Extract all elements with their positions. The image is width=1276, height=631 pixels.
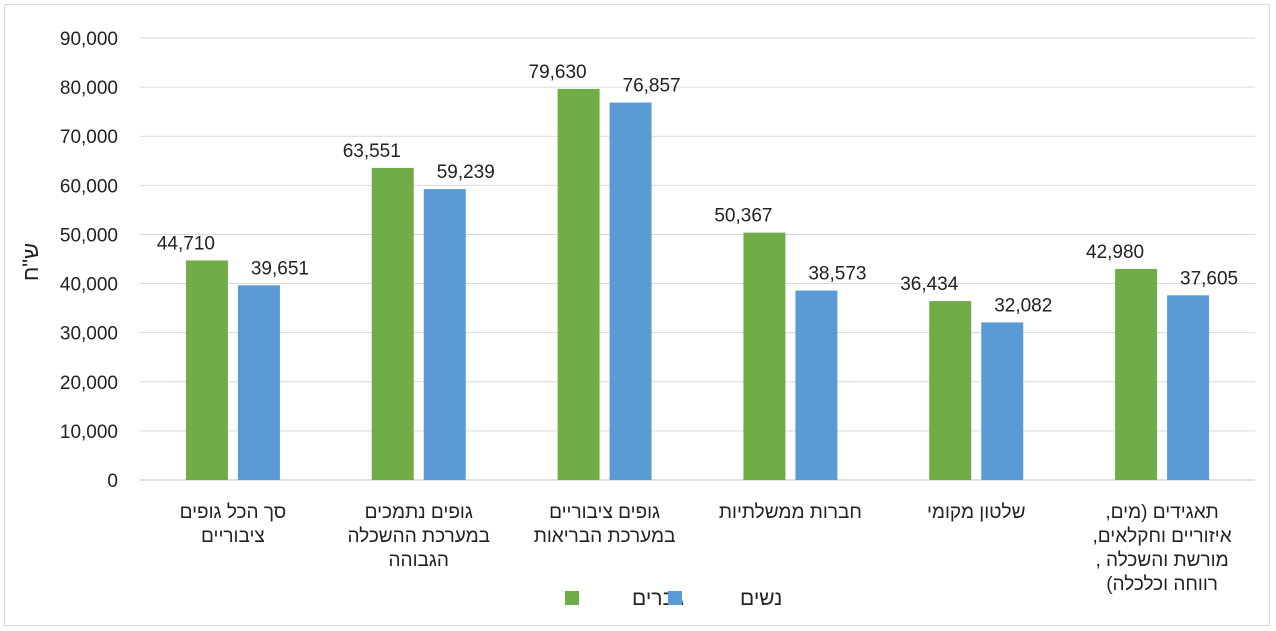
bar xyxy=(743,232,786,480)
y-tick-label: 10,000 xyxy=(60,422,118,443)
category-label: תאגידים (מים, xyxy=(1105,502,1218,523)
category-label: חברות ממשלתיות xyxy=(719,502,862,523)
bar xyxy=(929,301,972,480)
legend-swatch xyxy=(668,591,682,605)
legend-label: נשים xyxy=(740,587,782,610)
y-tick-label: 0 xyxy=(107,471,118,492)
data-label: 38,573 xyxy=(808,264,866,285)
data-label: 32,082 xyxy=(994,295,1052,316)
category-label: רווחה וכלכלה) xyxy=(1106,574,1218,595)
category-label: איזוריים וחקלאים, xyxy=(1093,526,1232,547)
category-label: סך הכל גופים xyxy=(180,502,287,523)
category-label: ציבוריים xyxy=(201,526,265,547)
bar xyxy=(185,260,228,480)
category-label: גופים ציבוריים xyxy=(549,502,660,523)
bar xyxy=(371,167,414,480)
category-label: גופים נתמכים xyxy=(365,502,473,523)
bar xyxy=(795,290,838,480)
y-tick-label: 40,000 xyxy=(60,275,118,296)
category-label: במערכת הבריאות xyxy=(534,526,676,547)
y-tick-label: 70,000 xyxy=(60,127,118,148)
data-label: 42,980 xyxy=(1086,242,1144,263)
data-label: 76,857 xyxy=(623,76,681,97)
y-tick-label: 20,000 xyxy=(60,373,118,394)
bar xyxy=(1167,295,1210,480)
data-label: 63,551 xyxy=(343,141,401,162)
y-tick-label: 60,000 xyxy=(60,176,118,197)
legend-swatch xyxy=(565,591,579,605)
category-label: שלטון מקומי xyxy=(927,502,1026,523)
data-label: 59,239 xyxy=(437,162,495,183)
bar xyxy=(557,88,600,480)
data-label: 37,605 xyxy=(1180,268,1238,289)
bar xyxy=(981,322,1024,480)
bar xyxy=(609,102,652,481)
data-label: 50,367 xyxy=(714,206,772,227)
y-tick-label: 50,000 xyxy=(60,225,118,246)
data-label: 39,651 xyxy=(251,258,309,279)
data-label: 44,710 xyxy=(157,233,215,254)
y-tick-label: 90,000 xyxy=(60,29,118,50)
category-label: במערכת ההשכלה xyxy=(347,526,490,547)
bar xyxy=(1115,268,1158,480)
data-label: 36,434 xyxy=(900,274,959,295)
category-label: הגבוהה xyxy=(389,550,449,571)
y-axis-label: ש"ח xyxy=(18,243,43,281)
y-tick-label: 30,000 xyxy=(60,324,118,345)
bar xyxy=(423,189,466,481)
bar xyxy=(237,285,280,480)
data-label: 79,630 xyxy=(529,62,587,83)
y-tick-label: 80,000 xyxy=(60,78,118,99)
category-label: מורשת והשכלה , xyxy=(1096,550,1229,571)
